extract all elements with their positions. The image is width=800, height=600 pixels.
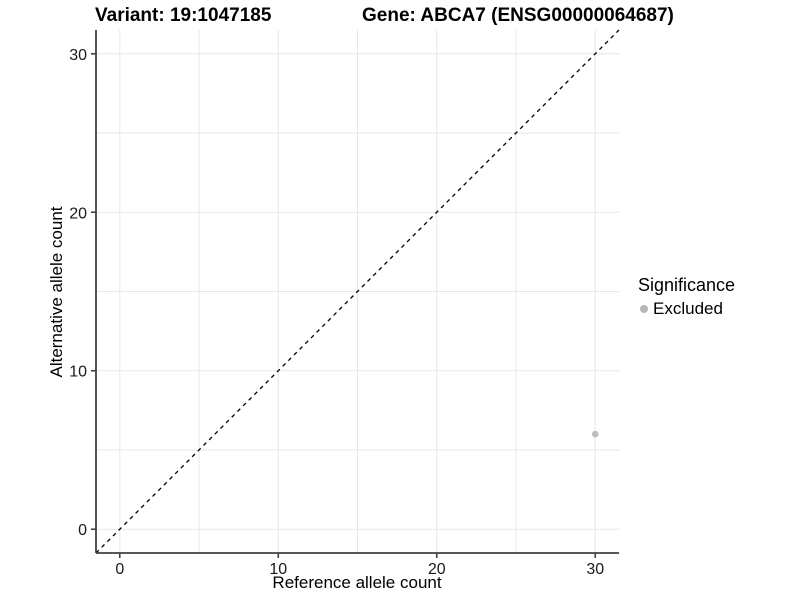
y-axis-title: Alternative allele count: [47, 206, 66, 378]
y-tick-label: 30: [69, 47, 87, 64]
x-tick-label: 0: [115, 561, 124, 578]
plot-title-gene: Gene: ABCA7 (ENSG00000064687): [362, 5, 674, 26]
y-tick-label: 20: [69, 205, 87, 222]
legend-item-excluded: Excluded: [640, 299, 735, 319]
legend-item-label: Excluded: [653, 299, 723, 318]
data-point: [591, 430, 599, 438]
x-tick-label: 20: [428, 561, 446, 578]
x-axis-title: Reference allele count: [272, 573, 442, 592]
plot-title-variant: Variant: 19:1047185: [95, 5, 272, 26]
y-tick-label: 0: [78, 522, 87, 539]
x-tick-label: 10: [269, 561, 287, 578]
legend-title: Significance: [638, 275, 736, 295]
legend: Significance Excluded: [638, 275, 735, 319]
legend-point-icon: [640, 305, 648, 313]
y-tick-label: 10: [69, 364, 87, 381]
x-tick-label: 30: [586, 561, 604, 578]
identity-line: [95, 29, 620, 554]
